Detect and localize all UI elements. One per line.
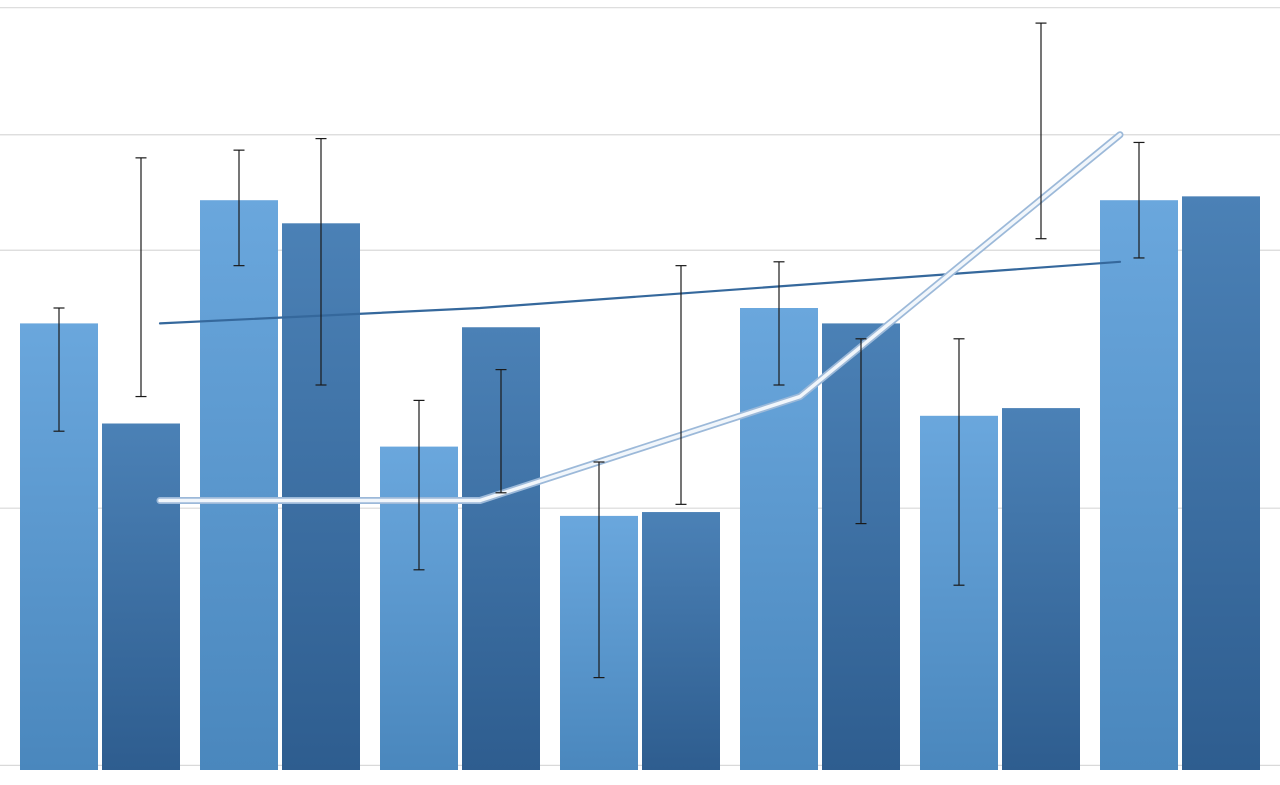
bar-front — [1100, 200, 1178, 770]
bar-back — [102, 424, 180, 771]
bar-back — [1002, 408, 1080, 770]
grid-layer — [0, 8, 1280, 766]
bar-back — [642, 512, 720, 770]
chart-container — [0, 0, 1280, 785]
bar-back — [1182, 196, 1260, 770]
bars-layer — [20, 196, 1260, 770]
bar-line-chart — [0, 0, 1280, 785]
bar-front — [200, 200, 278, 770]
